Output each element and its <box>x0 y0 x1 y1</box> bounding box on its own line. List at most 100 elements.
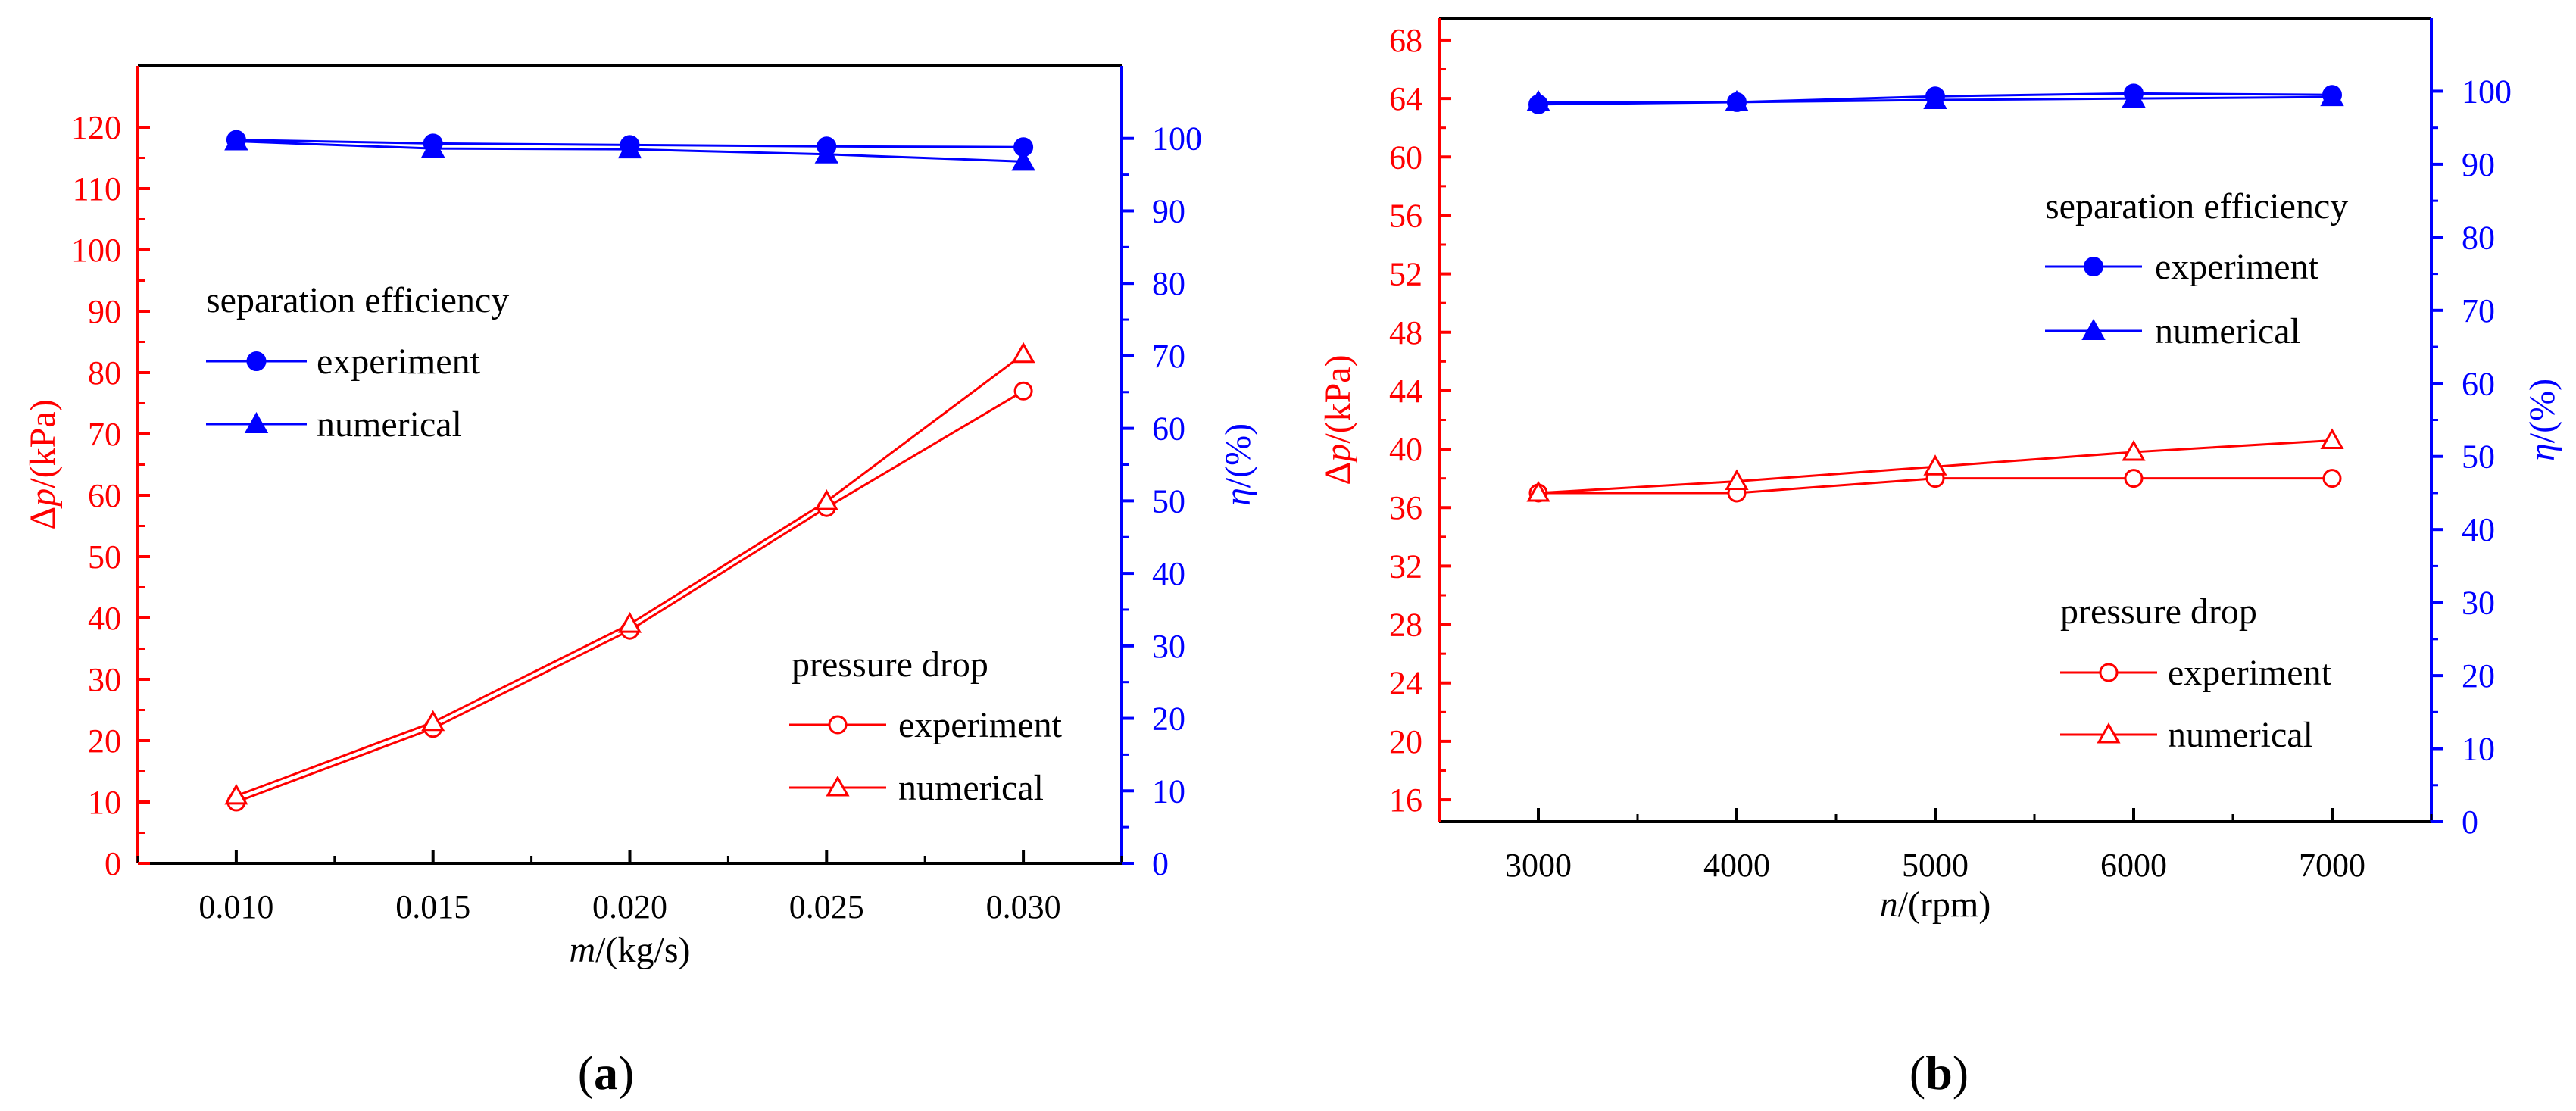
left-y-tick-label: 110 <box>73 170 121 208</box>
series-pressure-drop-numerical-point <box>2122 439 2146 461</box>
legend-label-separation-efficiency-experiment: experiment <box>317 342 481 382</box>
right-y-tick-label: 90 <box>2462 146 2495 183</box>
left-y-tick-label: 24 <box>1389 665 1422 702</box>
panel-label-close: ) <box>1953 1046 1969 1100</box>
left-y-axis-label-var: p <box>23 488 63 509</box>
right-y-tick-label: 50 <box>1152 482 1185 520</box>
series-pressure-drop-experiment-point <box>2124 469 2144 488</box>
x-axis-label-var: n <box>1880 885 1898 925</box>
right-y-axis-label: η/(%) <box>2522 379 2562 461</box>
left-y-tick-label: 64 <box>1389 80 1422 117</box>
left-y-axis-label-var: p <box>1318 444 1358 464</box>
right-y-tick-label: 80 <box>2462 219 2495 256</box>
left-y-tick-label: 36 <box>1389 489 1422 526</box>
left-y-tick-label: 120 <box>71 109 121 146</box>
right-y-tick-label: 60 <box>2462 365 2495 402</box>
left-y-tick-label: 40 <box>88 600 121 637</box>
left-y-tick-label: 20 <box>88 722 121 760</box>
series-separation-efficiency-numerical-point <box>2320 85 2344 107</box>
x-tick-label: 0.030 <box>986 888 1061 925</box>
left-y-axis-label: Δp/(kPa) <box>23 399 63 529</box>
panel-label-open: ( <box>1909 1046 1925 1100</box>
legend-marker-pressure-drop-experiment <box>828 715 848 735</box>
legend-marker-separation-efficiency-experiment <box>246 351 267 371</box>
x-tick-label: 4000 <box>1703 847 1770 884</box>
chart-panel-a: 0.010 0.015 0.020 0.025 0.030 0 10 20 30 40 50 60 70… <box>23 64 1258 1100</box>
x-tick-label: 0.025 <box>789 888 864 925</box>
x-tick-label: 0.015 <box>395 888 470 925</box>
left-y-tick-label: 40 <box>1389 431 1422 468</box>
legend-label-separation-efficiency-numerical: numerical <box>317 404 462 445</box>
left-y-tick-label: 52 <box>1389 256 1422 293</box>
legend-title-separation-efficiency: separation efficiency <box>2045 186 2348 226</box>
legend-marker-separation-efficiency-numerical <box>244 411 269 433</box>
series-separation-efficiency-numerical-point <box>1011 149 1035 171</box>
legend-label-pressure-drop-numerical: numerical <box>898 768 1044 808</box>
right-y-tick-label: 50 <box>2462 438 2495 476</box>
legend-label-pressure-drop-experiment: experiment <box>2168 653 2332 693</box>
x-axis-label-unit: /(rpm) <box>1898 885 1991 925</box>
series-pressure-drop-experiment-point <box>2322 469 2342 488</box>
legend-marker-pressure-drop-experiment <box>2099 663 2119 682</box>
left-y-axis-label: Δp/(kPa) <box>1318 354 1358 485</box>
series-pressure-drop-numerical-point <box>1011 342 1035 364</box>
x-tick-label: 3000 <box>1505 847 1572 884</box>
series-separation-efficiency-numerical-point <box>420 136 445 158</box>
right-y-tick-label: 10 <box>2462 731 2495 768</box>
right-y-tick-label: 70 <box>2462 292 2495 329</box>
left-y-tick-label: 68 <box>1389 22 1422 59</box>
right-y-axis-label-unit: /(%) <box>2522 379 2562 443</box>
panel-label: (b) <box>1909 1046 1969 1100</box>
left-y-tick-label: 20 <box>1389 723 1422 760</box>
series-separation-efficiency-numerical-point <box>2122 86 2146 108</box>
series-pressure-drop-numerical-point <box>617 612 642 633</box>
legend-label-separation-efficiency-numerical: numerical <box>2155 311 2300 351</box>
left-y-tick-label: 32 <box>1389 548 1422 585</box>
legend-marker-separation-efficiency-experiment <box>2084 257 2103 276</box>
left-y-axis-label-unit: /(kPa) <box>23 399 63 488</box>
series-pressure-drop-numerical-point <box>1526 480 1550 502</box>
left-y-tick-label: 50 <box>88 538 121 576</box>
right-y-tick-label: 0 <box>1152 845 1169 882</box>
right-y-tick-label: 20 <box>1152 701 1185 738</box>
series-separation-efficiency-numerical-point <box>1725 89 1749 111</box>
right-y-tick-label: 100 <box>2462 73 2512 110</box>
right-y-tick-label: 70 <box>1152 338 1185 375</box>
series-pressure-drop-numerical-point <box>1923 454 1947 476</box>
chart-panel-b: 3000 4000 5000 6000 7000 16 20 24 28 32 36 40 44 48 52… <box>1318 17 2562 1100</box>
legend-title-pressure-drop: pressure drop <box>792 644 988 685</box>
x-axis-label: n/(rpm) <box>1880 885 1991 925</box>
left-y-tick-label: 44 <box>1389 373 1422 410</box>
x-tick-label: 7000 <box>2299 847 2365 884</box>
left-y-tick-label: 28 <box>1389 607 1422 644</box>
legend-label-separation-efficiency-experiment: experiment <box>2155 247 2319 287</box>
legend-marker-pressure-drop-numerical <box>826 775 850 797</box>
legend-marker-pressure-drop-numerical <box>2097 722 2121 744</box>
panel-label: (a) <box>578 1046 635 1100</box>
panel-label-letter: a <box>594 1046 618 1100</box>
x-tick-label: 5000 <box>1902 847 1969 884</box>
panel-label-close: ) <box>618 1046 634 1100</box>
series-pressure-drop-numerical-point <box>1725 469 1749 491</box>
right-y-tick-label: 10 <box>1152 772 1185 810</box>
x-tick-label: 0.010 <box>198 888 273 925</box>
right-y-axis-label-unit: /(%) <box>1218 423 1258 488</box>
left-y-tick-label: 100 <box>71 232 121 269</box>
right-y-tick-label: 100 <box>1152 120 1202 158</box>
x-axis-label-var: m <box>570 930 596 970</box>
series-separation-efficiency-numerical-point <box>1526 89 1550 111</box>
legend-marker-separation-efficiency-numerical <box>2081 318 2106 340</box>
panel-label-open: ( <box>578 1046 594 1100</box>
left-y-tick-label: 0 <box>105 845 121 882</box>
left-y-tick-label: 60 <box>88 477 121 514</box>
x-axis-label: m/(kg/s) <box>570 930 691 970</box>
series-pressure-drop-numerical-point <box>814 489 838 510</box>
right-y-tick-label: 30 <box>2462 585 2495 622</box>
left-y-tick-label: 30 <box>88 661 121 698</box>
x-axis-label-unit: /(kg/s) <box>595 930 690 970</box>
x-tick-label: 6000 <box>2100 847 2167 884</box>
right-y-tick-label: 30 <box>1152 628 1185 665</box>
series-separation-efficiency-numerical-point <box>1923 87 1947 110</box>
right-y-tick-label: 90 <box>1152 192 1185 229</box>
